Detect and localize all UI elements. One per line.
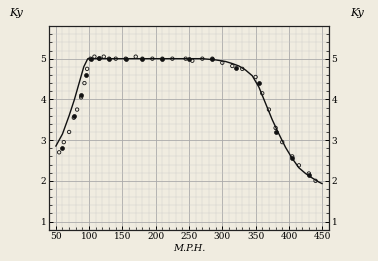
Point: [59, 146, 65, 150]
Point: [123, 57, 129, 61]
Point: [186, 57, 192, 61]
Point: [133, 55, 139, 59]
Point: [101, 55, 107, 59]
Point: [87, 57, 93, 61]
Point: [232, 66, 239, 70]
Point: [289, 154, 295, 158]
Point: [88, 57, 94, 61]
Point: [199, 57, 205, 61]
Point: [71, 114, 77, 118]
Point: [209, 57, 215, 61]
Point: [78, 95, 84, 99]
Point: [96, 57, 102, 61]
Text: Ky: Ky: [9, 8, 22, 18]
Point: [289, 156, 295, 161]
Point: [266, 108, 272, 112]
Point: [139, 57, 146, 61]
Point: [259, 91, 265, 95]
Point: [96, 56, 102, 60]
Point: [149, 57, 155, 61]
Point: [273, 126, 279, 130]
Point: [183, 57, 189, 61]
Point: [296, 163, 302, 168]
Point: [71, 116, 77, 120]
Point: [81, 81, 87, 85]
Point: [106, 57, 112, 61]
Point: [160, 57, 166, 61]
Point: [256, 81, 262, 85]
Point: [78, 93, 84, 97]
Point: [273, 130, 279, 134]
Point: [113, 57, 119, 61]
Point: [91, 55, 98, 59]
Point: [139, 57, 146, 61]
Point: [169, 57, 175, 61]
Point: [66, 130, 72, 134]
Point: [229, 64, 235, 68]
Point: [106, 57, 112, 61]
Point: [83, 73, 89, 77]
Point: [160, 57, 166, 61]
Point: [189, 59, 195, 63]
Point: [313, 179, 319, 183]
Point: [306, 173, 312, 177]
Point: [239, 67, 245, 71]
Point: [61, 140, 67, 144]
Point: [253, 75, 259, 79]
Point: [209, 57, 215, 61]
X-axis label: M.P.H.: M.P.H.: [173, 244, 205, 253]
Point: [56, 150, 62, 155]
Point: [123, 57, 129, 61]
Point: [279, 140, 285, 144]
Point: [84, 67, 90, 71]
Text: Ky: Ky: [350, 8, 364, 18]
Point: [306, 171, 312, 176]
Point: [219, 61, 225, 65]
Point: [74, 108, 80, 112]
